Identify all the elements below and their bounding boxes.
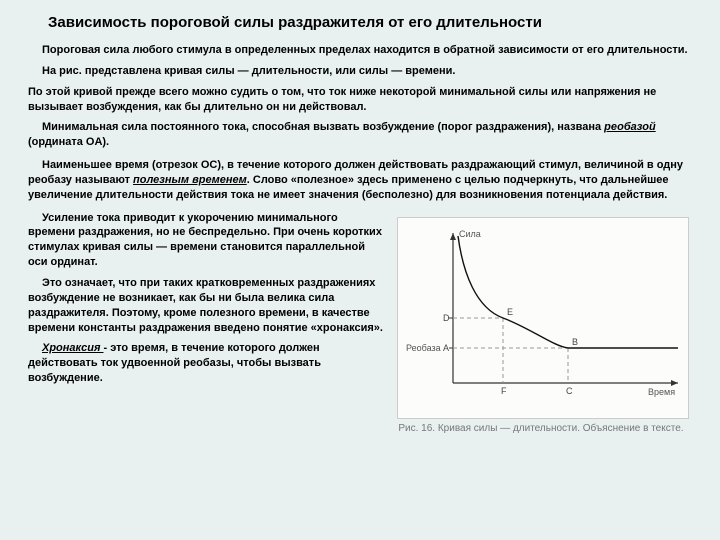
term-useful-time: полезным временем [133,174,247,186]
para-2: Наименьшее время (отрезок OC), в течение… [28,158,692,203]
page-title: Зависимость пороговой силы раздражителя … [28,14,692,31]
svg-text:F: F [501,386,507,396]
svg-text:E: E [507,307,513,317]
term-chronaxie: Хронаксия [42,342,103,354]
svg-text:Сила: Сила [459,229,481,239]
para-3a: Усиление тока приводит к укорочению мини… [28,211,385,270]
para-1a: Пороговая сила любого стимула в определе… [28,43,692,58]
para-3b: Это означает, что при таких кратковремен… [28,276,385,335]
svg-text:B: B [572,337,578,347]
svg-text:Время: Время [648,387,675,397]
svg-text:A: A [443,343,449,353]
para-3c: Хронаксия - это время, в течение которог… [28,341,385,386]
svg-text:Реобаза: Реобаза [406,343,441,353]
figure-caption: Рис. 16. Кривая силы — длительности. Объ… [398,423,688,435]
para-1c: По этой кривой прежде всего можно судить… [28,85,692,115]
svg-text:D: D [443,313,450,323]
text: (ордината OA). [28,136,109,148]
text: Минимальная сила постоянного тока, спосо… [42,121,604,133]
svg-text:C: C [566,386,573,396]
strength-duration-chart: Сила Время РеобазаA D E B F C [397,217,689,419]
term-reobase: реобазой [604,121,656,133]
para-1b: На рис. представлена кривая силы — длите… [28,64,692,79]
para-1d: Минимальная сила постоянного тока, спосо… [28,120,692,150]
